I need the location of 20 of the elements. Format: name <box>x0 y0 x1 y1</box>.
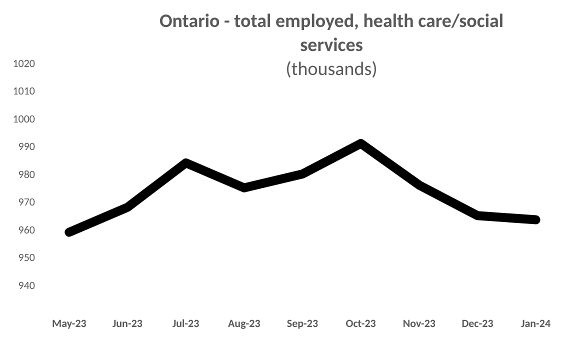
x-tick-label: Aug-23 <box>228 317 261 330</box>
y-tick-label: 1000 <box>12 112 36 126</box>
y-tick-label: 940 <box>18 278 36 292</box>
chart-title: Ontario - total employed, health care/social services <box>159 10 504 57</box>
y-tick-label: 1020 <box>12 56 36 70</box>
x-tick-label: Nov-23 <box>402 317 436 330</box>
x-tick-label: May-23 <box>52 317 87 330</box>
x-tick-label: Jan-24 <box>521 317 551 330</box>
y-tick-label: 990 <box>18 140 36 154</box>
x-tick-label: Jul-23 <box>172 317 200 330</box>
y-tick-label: 950 <box>18 251 36 264</box>
x-tick-label: Sep-23 <box>286 317 318 330</box>
y-tick-label: 980 <box>18 168 36 181</box>
x-tick-label: Jun-23 <box>112 317 143 330</box>
chart-subtitle: (thousands) <box>286 58 378 81</box>
y-tick-label: 1010 <box>12 84 36 98</box>
y-tick-label: 960 <box>18 223 36 236</box>
x-tick-label: Oct-23 <box>346 317 376 330</box>
x-tick-label: Dec-23 <box>462 317 494 330</box>
y-tick-label: 970 <box>18 196 36 209</box>
